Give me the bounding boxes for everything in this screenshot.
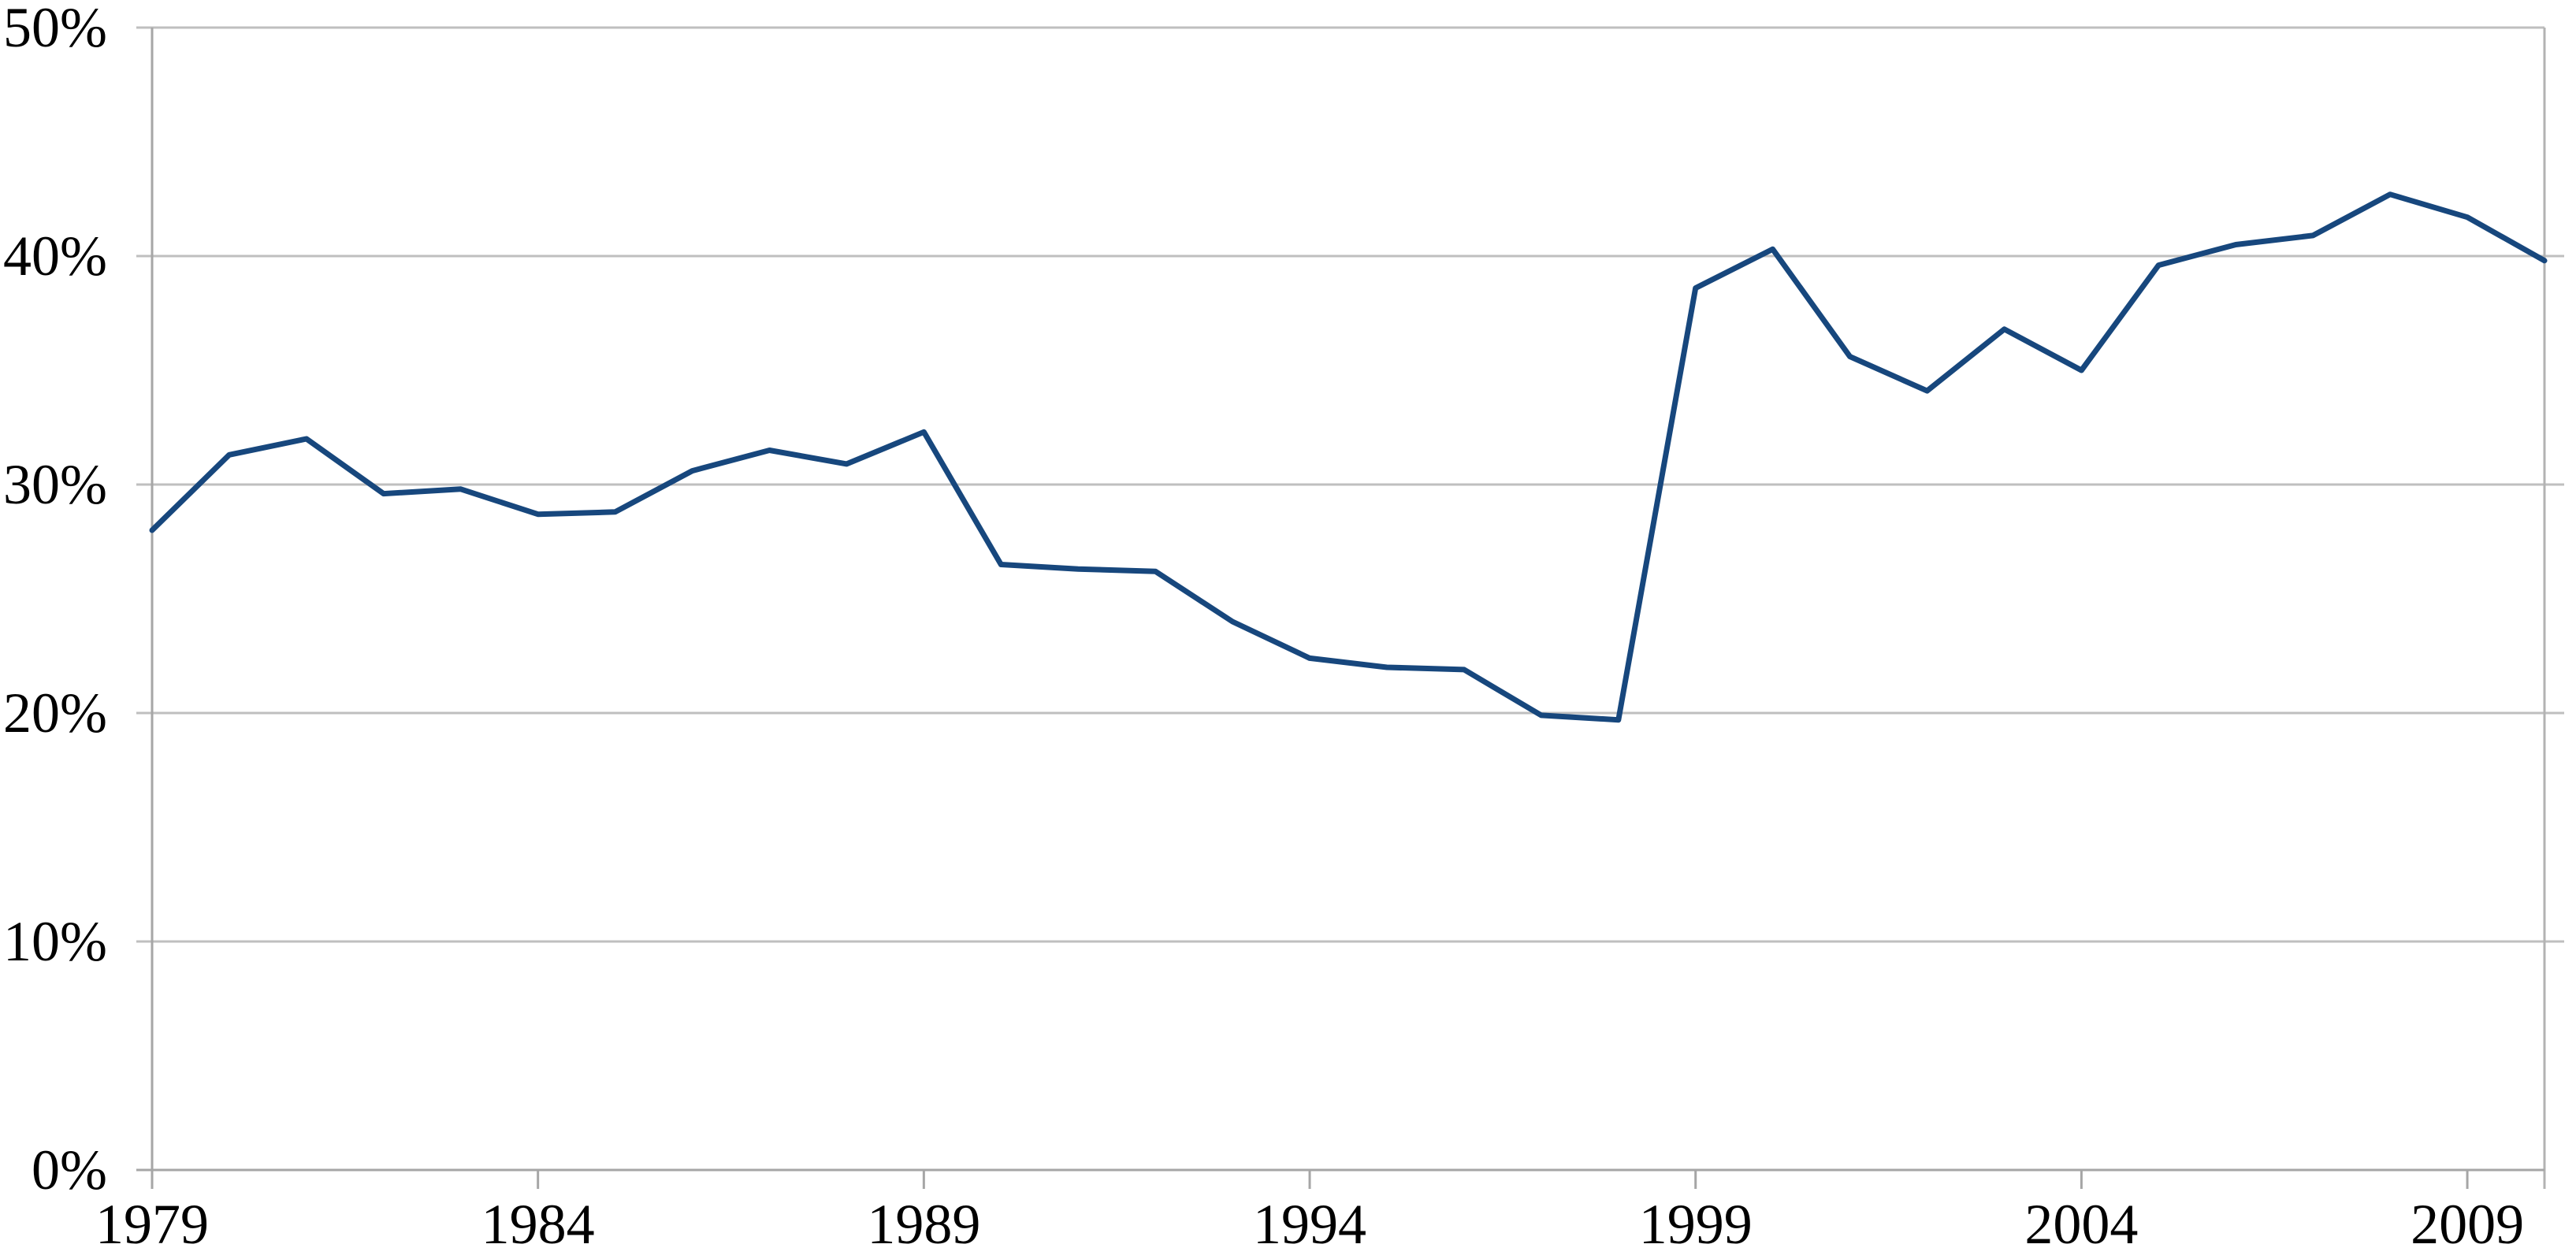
x-axis-tick-label: 1979	[95, 1193, 209, 1256]
x-axis-tick-label: 1984	[481, 1193, 595, 1256]
x-axis-tick-label: 2009	[2411, 1193, 2525, 1256]
x-axis-tick-label: 1999	[1638, 1193, 1753, 1256]
x-axis-tick-label: 2004	[2024, 1193, 2139, 1256]
y-axis-tick-label: 40%	[3, 225, 107, 288]
y-axis-tick-label: 0%	[32, 1138, 107, 1201]
data-series-line	[149, 191, 2548, 723]
y-axis-tick-label: 30%	[3, 453, 107, 516]
y-axis-tick-label: 20%	[3, 681, 107, 745]
y-axis-tick-label: 50%	[3, 0, 107, 59]
x-axis-tick-label: 1994	[1253, 1193, 1367, 1256]
y-axis-tick-label: 10%	[3, 910, 107, 973]
x-axis-tick-label: 1989	[867, 1193, 981, 1256]
